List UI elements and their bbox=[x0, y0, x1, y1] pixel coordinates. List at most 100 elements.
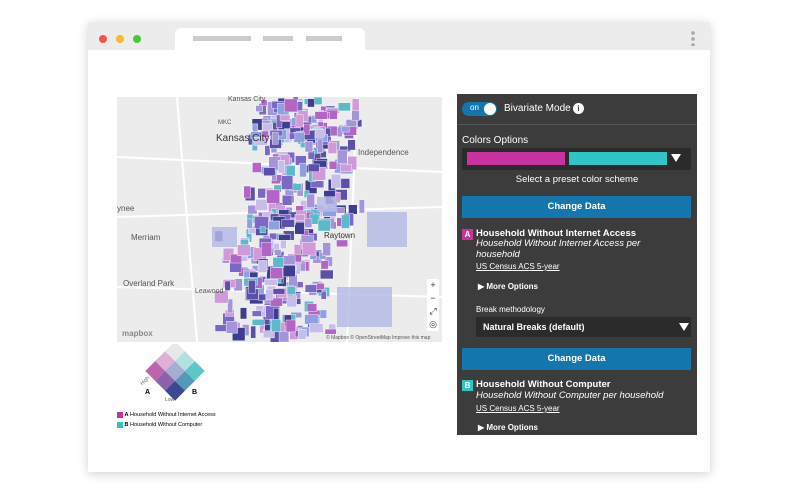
more-options[interactable]: ▶ More Options bbox=[478, 423, 538, 432]
tract bbox=[293, 132, 305, 143]
tract bbox=[345, 119, 357, 127]
tract bbox=[297, 329, 307, 340]
tab-placeholder bbox=[306, 36, 342, 41]
tract bbox=[306, 193, 315, 208]
tract bbox=[282, 255, 296, 265]
road bbox=[176, 97, 198, 342]
tract bbox=[274, 249, 282, 256]
tract bbox=[285, 165, 296, 177]
map-logo[interactable]: mapbox bbox=[122, 329, 153, 338]
zoom-controls[interactable]: + − ⤢ ◎ bbox=[427, 279, 439, 331]
map[interactable] bbox=[117, 97, 442, 342]
tract bbox=[254, 216, 269, 229]
min-dot[interactable] bbox=[116, 35, 124, 43]
change-data-button[interactable]: Change Data bbox=[462, 348, 691, 370]
tract bbox=[214, 290, 229, 304]
tract bbox=[237, 244, 251, 256]
dropdown-arrow bbox=[671, 154, 681, 162]
map-label: Raytown bbox=[324, 231, 356, 240]
tract bbox=[330, 174, 342, 189]
variable-title: Household Without Computer bbox=[476, 379, 611, 390]
tract bbox=[286, 295, 297, 308]
break-select[interactable]: Natural Breaks (default) bbox=[476, 317, 691, 337]
map-label: Kansas City bbox=[228, 96, 266, 103]
tract bbox=[317, 197, 337, 212]
source-link[interactable]: US Census ACS 5-year bbox=[476, 262, 560, 271]
tract bbox=[293, 244, 302, 255]
dropdown-arrow bbox=[679, 323, 689, 331]
tract bbox=[258, 260, 268, 273]
variable-subtitle: Household Without Computer per household bbox=[476, 390, 664, 401]
tract bbox=[264, 324, 271, 331]
tract bbox=[304, 218, 313, 228]
tract bbox=[338, 102, 351, 112]
tract bbox=[340, 164, 352, 173]
info-icon[interactable]: i bbox=[573, 103, 584, 114]
tract bbox=[264, 278, 278, 286]
toggle[interactable]: on bbox=[462, 102, 497, 116]
tract bbox=[266, 189, 280, 204]
legend-list: A Household Without Internet Access B Ho… bbox=[117, 410, 216, 430]
source-link[interactable]: US Census ACS 5-year bbox=[476, 404, 560, 413]
map-label: Independence bbox=[358, 148, 409, 157]
tract bbox=[270, 267, 283, 279]
tract bbox=[282, 265, 296, 277]
tract bbox=[341, 214, 350, 229]
colors-title: Colors Options bbox=[462, 135, 529, 146]
tract bbox=[317, 219, 331, 232]
legend-item: A Household Without Internet Access bbox=[117, 410, 216, 420]
tract bbox=[322, 242, 331, 256]
tract bbox=[269, 297, 283, 307]
tract bbox=[248, 280, 256, 294]
tract bbox=[313, 97, 323, 105]
more-options-label: More Options bbox=[486, 423, 538, 432]
preset-hint: Select a preset color scheme bbox=[515, 174, 639, 185]
legend-key: B bbox=[124, 422, 129, 428]
tract bbox=[304, 284, 317, 293]
tract bbox=[252, 162, 262, 173]
legend-low: Low bbox=[165, 397, 175, 403]
tract bbox=[258, 293, 267, 301]
legend-label: Household Without Internet Access bbox=[130, 412, 216, 418]
change-data-button[interactable]: Change Data bbox=[462, 196, 691, 218]
legend-cell bbox=[165, 361, 185, 381]
more-options[interactable]: ▶ More Options bbox=[478, 282, 538, 291]
tract bbox=[299, 162, 307, 178]
tract bbox=[246, 218, 253, 229]
tract bbox=[336, 239, 348, 247]
tract bbox=[336, 217, 343, 227]
legend-axis-b: B bbox=[192, 389, 198, 396]
legend-cell bbox=[145, 361, 166, 381]
map-label: ynee bbox=[117, 204, 135, 213]
map-label: MKC bbox=[218, 120, 232, 126]
mode-label: Bivariate Mode bbox=[504, 103, 571, 114]
tract bbox=[320, 290, 327, 300]
toggle-label: on bbox=[470, 103, 479, 112]
tract bbox=[253, 136, 268, 146]
tract bbox=[327, 141, 338, 154]
tract bbox=[358, 199, 365, 214]
tract bbox=[212, 227, 237, 247]
map-attribution[interactable]: © Mapbox © OpenStreetMap Improve this ma… bbox=[326, 335, 431, 341]
close-dot[interactable] bbox=[99, 35, 107, 43]
legend-label: Household Without Computer bbox=[130, 422, 203, 428]
tract bbox=[271, 318, 282, 333]
tract bbox=[314, 111, 328, 120]
color-select[interactable] bbox=[462, 148, 691, 170]
menu-dots[interactable] bbox=[691, 30, 695, 46]
tract bbox=[260, 242, 272, 257]
tract bbox=[307, 163, 320, 172]
legend-cell bbox=[184, 361, 205, 381]
tract bbox=[281, 175, 294, 190]
tract bbox=[227, 298, 233, 314]
map-label: Merriam bbox=[131, 233, 161, 242]
variable-subtitle: Household Without Internet Access per ho… bbox=[476, 238, 641, 260]
tract bbox=[214, 324, 228, 332]
map-label: Overland Park bbox=[123, 279, 175, 288]
tract bbox=[260, 99, 268, 106]
map-label: Kansas City bbox=[216, 133, 270, 144]
tract bbox=[265, 289, 274, 301]
max-dot[interactable] bbox=[133, 35, 141, 43]
tract bbox=[302, 242, 317, 256]
